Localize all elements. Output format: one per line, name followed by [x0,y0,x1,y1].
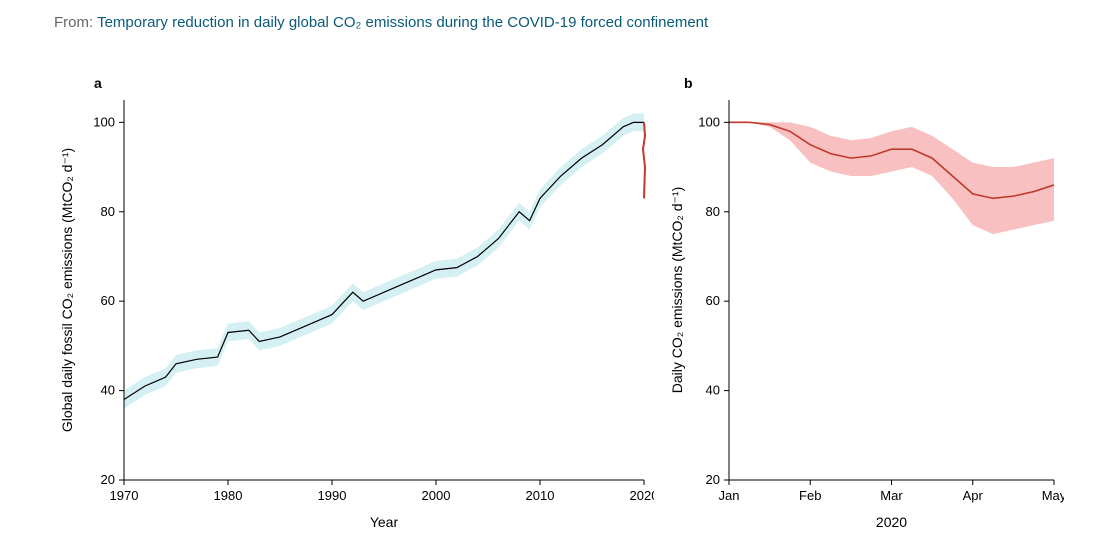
citation-link[interactable]: Temporary reduction in daily global CO₂ … [97,14,708,31]
figure-page: From: Temporary reduction in daily globa… [0,0,1094,558]
panel-b-ylabel: Daily CO₂ emissions (MtCO₂ d⁻¹) [669,187,685,394]
ytick-label: 20 [101,472,115,487]
panel-b-xlabel: 2020 [876,514,907,530]
chart-row: a 20 40 60 80 100 1970 1980 1990 2000 2010 2020 Yea… [54,75,1064,545]
ytick-label: 60 [706,293,720,308]
xtick-label: Feb [799,488,821,503]
citation-prefix: From: [54,14,97,31]
ytick-label: 80 [706,204,720,219]
ytick-label: 40 [101,383,115,398]
panel-a-uncertainty-band [124,113,644,408]
xtick-label: 2000 [422,488,451,503]
xtick-label: Jan [719,488,740,503]
citation-line: From: Temporary reduction in daily globa… [54,14,708,31]
ytick-label: 80 [101,204,115,219]
panel-b: b 20 40 60 80 100 Jan Feb Mar Apr May 2020 Daily CO… [664,75,1064,535]
panel-a-drop-line [643,122,645,198]
xtick-label: Apr [963,488,984,503]
ytick-label: 100 [93,114,115,129]
panel-a-ylabel: Global daily fossil CO₂ emissions (MtCO₂… [59,148,75,432]
panel-b-label: b [684,75,693,91]
panel-b-svg: 20 40 60 80 100 Jan Feb Mar Apr May 2020 Daily CO₂ … [664,75,1064,535]
panel-a-label: a [94,75,102,91]
xtick-label: 1970 [110,488,139,503]
ytick-label: 100 [698,114,720,129]
panel-a: a 20 40 60 80 100 1970 1980 1990 2000 2010 2020 Yea… [54,75,654,535]
xtick-label: 2010 [526,488,555,503]
panel-a-svg: 20 40 60 80 100 1970 1980 1990 2000 2010 2020 Year G… [54,75,654,535]
xtick-label: 1980 [214,488,243,503]
xtick-label: 2020 [630,488,654,503]
panel-a-xlabel: Year [370,514,399,530]
ytick-label: 60 [101,293,115,308]
ytick-label: 20 [706,472,720,487]
ytick-label: 40 [706,383,720,398]
xtick-label: 1990 [318,488,347,503]
panel-b-uncertainty-band [729,122,1054,234]
xtick-label: May [1042,488,1064,503]
xtick-label: Mar [880,488,903,503]
